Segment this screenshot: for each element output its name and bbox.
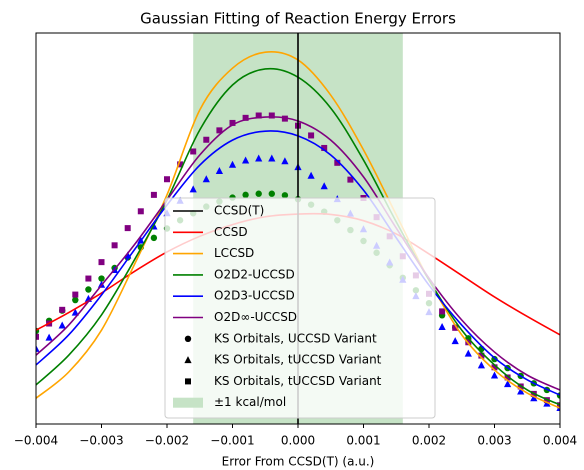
x-tick-label: −0.001 xyxy=(210,434,254,448)
scatter-point xyxy=(320,182,328,190)
scatter-point xyxy=(347,176,354,183)
scatter-point xyxy=(255,112,262,119)
scatter-point xyxy=(242,191,249,199)
scatter-point xyxy=(36,344,40,352)
chart-title: Gaussian Fitting of Reaction Energy Erro… xyxy=(140,10,456,28)
scatter-point xyxy=(229,119,236,126)
scatter-point xyxy=(45,333,53,341)
legend-label: O2D∞-UCCSD xyxy=(214,310,297,324)
legend-label: O2D3-UCCSD xyxy=(214,289,295,303)
x-tick-label: −0.004 xyxy=(14,434,58,448)
legend-swatch xyxy=(173,397,203,408)
x-tick-label: −0.003 xyxy=(79,434,123,448)
scatter-point xyxy=(255,190,262,197)
scatter-point xyxy=(504,374,511,381)
scatter-point xyxy=(307,171,315,179)
scatter-point xyxy=(190,148,197,155)
scatter-point xyxy=(464,349,472,357)
scatter-point xyxy=(111,242,118,249)
scatter-point xyxy=(281,192,289,199)
legend-marker xyxy=(184,356,192,364)
scatter-point xyxy=(504,380,512,388)
scatter-point xyxy=(85,286,92,293)
scatter-point xyxy=(124,225,131,232)
scatter-point xyxy=(517,387,525,395)
scatter-point xyxy=(491,364,498,371)
legend-label: O2D2-UCCSD xyxy=(214,267,295,281)
x-tick-label: 0.000 xyxy=(281,434,315,448)
scatter-point xyxy=(268,154,276,162)
scatter-point xyxy=(71,308,79,316)
scatter-point xyxy=(36,333,39,340)
x-axis-label: Error From CCSD(T) (a.u.) xyxy=(222,455,375,469)
scatter-point xyxy=(268,190,275,197)
scatter-point xyxy=(477,361,485,369)
scatter-point xyxy=(268,112,275,119)
scatter-point xyxy=(242,156,250,164)
legend-box xyxy=(164,197,436,419)
legend-label: KS Orbitals, UCCSD Variant xyxy=(214,331,377,345)
scatter-point xyxy=(242,114,249,121)
scatter-point xyxy=(203,136,210,143)
scatter-point xyxy=(451,337,459,345)
scatter-point xyxy=(438,323,446,331)
legend-label: ±1 kcal/mol xyxy=(214,395,286,409)
scatter-point xyxy=(72,296,79,304)
scatter-point xyxy=(150,191,157,198)
legend-marker xyxy=(185,378,191,385)
x-tick-label: 0.001 xyxy=(346,434,380,448)
scatter-point xyxy=(72,291,79,298)
scatter-point xyxy=(164,176,170,183)
scatter-point xyxy=(98,259,105,266)
scatter-point xyxy=(321,144,328,151)
scatter-point xyxy=(281,115,288,122)
legend-label: CCSD xyxy=(214,225,248,239)
scatter-point xyxy=(557,402,560,409)
legend: CCSD(T) CCSD LCCSD O2D2-UCCSD O2D3-UCCSD O2D∞… xyxy=(164,197,436,419)
scatter-point xyxy=(189,185,197,193)
scatter-point xyxy=(137,208,144,215)
scatter-point xyxy=(255,154,263,162)
scatter-point xyxy=(228,160,237,168)
legend-label: KS Orbitals, tUCCSD Variant xyxy=(214,353,382,367)
scatter-point xyxy=(530,394,538,402)
scatter-point xyxy=(452,324,459,331)
scatter-point xyxy=(59,306,66,313)
scatter-point xyxy=(281,157,289,165)
legend-marker xyxy=(184,335,192,342)
scatter-point xyxy=(177,161,184,168)
legend-label: KS Orbitals, tUCCSD Variant xyxy=(214,374,382,388)
scatter-point xyxy=(334,159,341,166)
x-tick-label: 0.004 xyxy=(543,434,577,448)
x-tick-label: 0.003 xyxy=(477,434,511,448)
scatter-point xyxy=(478,352,485,359)
scatter-point xyxy=(58,321,66,329)
scatter-point xyxy=(215,167,223,175)
scatter-point xyxy=(490,371,499,379)
x-tick-label: −0.002 xyxy=(145,434,189,448)
legend-label: LCCSD xyxy=(214,246,254,260)
legend-label: CCSD(T) xyxy=(214,204,264,218)
x-tick-label: 0.002 xyxy=(412,434,446,448)
scatter-point xyxy=(439,308,446,315)
scatter-point xyxy=(216,127,223,134)
scatter-point xyxy=(98,275,105,282)
scatter-point xyxy=(150,234,158,242)
scatter-point xyxy=(308,132,315,139)
scatter-point xyxy=(85,275,92,282)
scatter-point xyxy=(202,175,210,183)
